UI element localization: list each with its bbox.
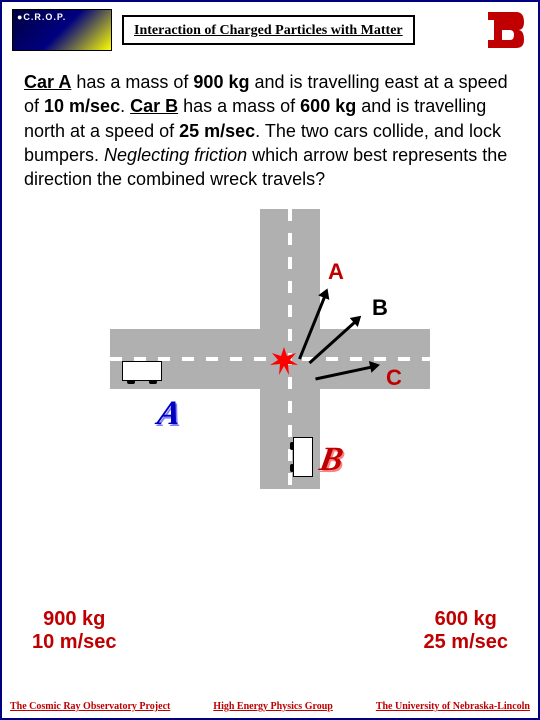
car-a-speed: 10 m/sec <box>32 631 117 654</box>
car-a-info: 900 kg 10 m/sec <box>32 608 117 654</box>
header: ●C.R.O.P. Interaction of Charged Particl… <box>2 2 538 58</box>
footer-center: High Energy Physics Group <box>213 701 333 712</box>
label-c: C <box>386 365 402 391</box>
footer: The Cosmic Ray Observatory Project High … <box>2 697 538 716</box>
crop-logo: ●C.R.O.P. <box>12 9 112 51</box>
footer-right: The University of Nebraska-Lincoln <box>376 701 530 712</box>
label-a: A <box>328 259 344 285</box>
footer-left: The Cosmic Ray Observatory Project <box>10 701 170 712</box>
problem-text: Car A has a mass of 900 kg and is travel… <box>2 58 538 199</box>
car-b-icon <box>293 437 313 477</box>
car-b-info: 600 kg 25 m/sec <box>423 608 508 654</box>
car-a-letter: A <box>155 395 184 433</box>
title-box: Interaction of Charged Particles with Ma… <box>122 15 415 45</box>
car-a-ref: Car A <box>24 72 71 92</box>
label-b: B <box>372 295 388 321</box>
car-b-speed: 25 m/sec <box>423 631 508 654</box>
university-logo-icon <box>484 8 528 52</box>
crop-logo-text: ●C.R.O.P. <box>17 12 66 22</box>
page-title: Interaction of Charged Particles with Ma… <box>134 23 403 38</box>
car-b-mass: 600 kg <box>423 608 508 631</box>
car-a-mass: 900 kg <box>32 608 117 631</box>
car-b-letter: B <box>317 441 346 479</box>
intersection-diagram: A B C A B <box>110 209 430 489</box>
collision-icon <box>270 347 298 375</box>
car-a-icon <box>122 361 162 381</box>
car-b-ref: Car B <box>130 96 178 116</box>
